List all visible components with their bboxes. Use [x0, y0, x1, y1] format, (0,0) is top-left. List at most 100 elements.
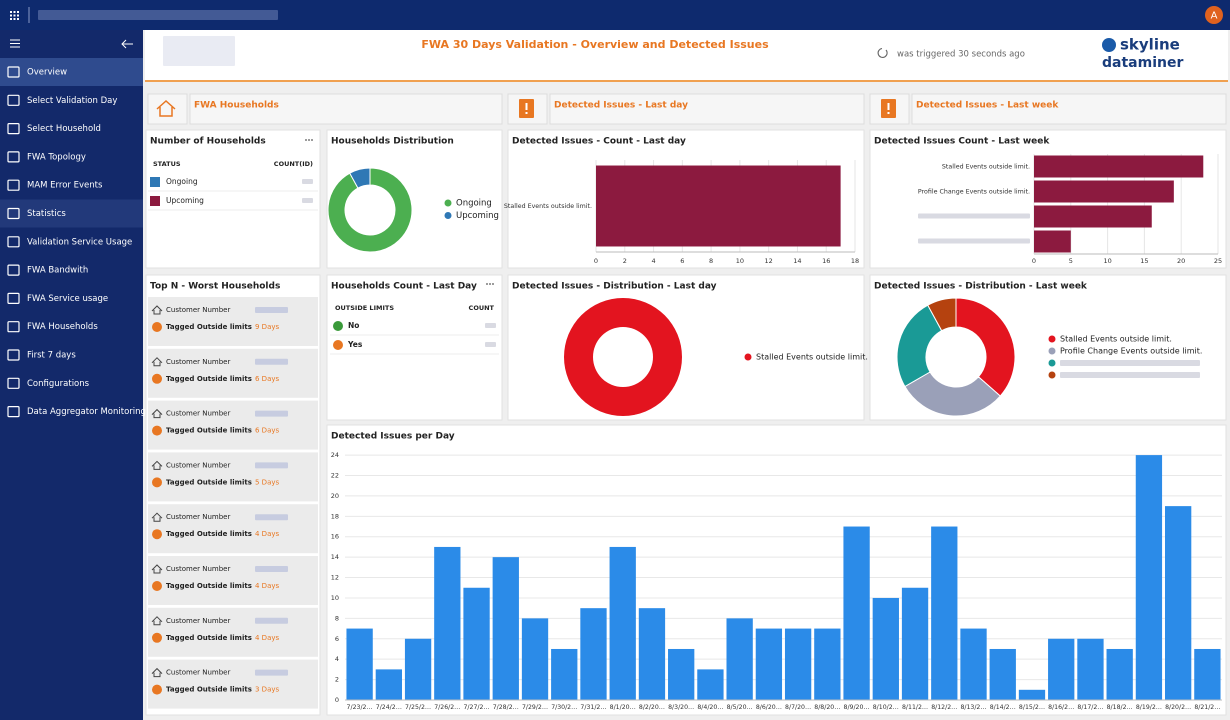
nav-item[interactable]: Configurations — [27, 379, 90, 389]
x-tick-label: 7/26/2… — [434, 704, 460, 711]
house-icon — [151, 460, 163, 470]
warning-face — [152, 425, 162, 436]
y-tick-label: 16 — [331, 533, 339, 541]
bar — [1106, 648, 1133, 700]
more-icon[interactable] — [305, 139, 307, 141]
legend-dot — [1048, 347, 1056, 355]
warning-face — [152, 477, 162, 488]
legend-dot — [444, 212, 452, 219]
redacted — [255, 462, 288, 469]
tab-label[interactable]: Detected Issues - Last week — [916, 101, 1059, 111]
nav-icon — [7, 151, 20, 163]
more-icon[interactable] — [311, 139, 313, 141]
nav-item[interactable]: Validation Service Usage — [27, 237, 132, 247]
x-tick-label: 25 — [1214, 257, 1222, 265]
tab-label[interactable]: FWA Households — [194, 101, 279, 111]
nav-item[interactable]: Data Aggregator Monitoring — [27, 407, 146, 417]
nav-item[interactable]: FWA Households — [27, 322, 98, 332]
more-icon[interactable] — [308, 139, 310, 141]
tab-label[interactable]: Detected Issues - Last day — [554, 101, 688, 111]
y-tick-label: 22 — [331, 472, 339, 480]
tab[interactable] — [189, 93, 503, 125]
nav-item[interactable]: FWA Service usage — [27, 294, 108, 304]
more-icon[interactable] — [486, 283, 488, 285]
redacted — [255, 566, 288, 572]
redacted — [255, 514, 288, 521]
pie-slice — [327, 167, 413, 253]
household-card — [148, 297, 318, 346]
redacted — [918, 213, 1030, 219]
pie-slice — [349, 167, 371, 189]
nav-item[interactable]: Select Validation Day — [27, 96, 117, 106]
status-icon — [150, 196, 160, 206]
apps-icon[interactable] — [10, 14, 12, 17]
more-icon[interactable] — [489, 283, 491, 285]
tab-icon-box[interactable] — [147, 93, 188, 125]
nav-icon — [7, 377, 20, 389]
house-icon — [151, 667, 163, 678]
redacted — [485, 342, 496, 347]
column-header: STATUS — [153, 160, 181, 168]
nav-item[interactable]: Select Household — [27, 124, 101, 134]
tab[interactable] — [549, 93, 865, 125]
tab[interactable] — [911, 93, 1227, 125]
household-card — [148, 659, 318, 709]
bar — [551, 648, 578, 700]
house-icon — [151, 616, 163, 626]
bar — [755, 628, 783, 700]
home-icon — [156, 99, 176, 117]
bar — [1048, 638, 1075, 700]
household-card — [148, 348, 318, 398]
field-label: Customer Number — [166, 513, 230, 521]
legend-dot — [444, 199, 452, 207]
bar — [901, 587, 929, 700]
collapse-icon[interactable] — [121, 39, 133, 49]
bar — [609, 546, 636, 700]
warning-face — [152, 684, 162, 695]
more-icon[interactable] — [492, 283, 494, 285]
logo-text: dataminer — [1102, 55, 1183, 71]
avatar[interactable] — [1205, 6, 1223, 24]
pie-slice — [927, 297, 957, 332]
nav-icon — [7, 264, 20, 276]
apps-icon[interactable] — [13, 18, 16, 20]
apps-icon[interactable] — [10, 11, 12, 13]
apps-icon[interactable] — [13, 14, 16, 17]
apps-icon[interactable] — [17, 18, 19, 20]
apps-icon[interactable] — [13, 11, 16, 13]
panel-title: Detected Issues - Count - Last day — [512, 137, 686, 147]
nav-item[interactable]: Statistics — [27, 209, 66, 219]
y-tick-label: Profile Change Events outside limit. — [918, 189, 1030, 196]
x-tick-label: 8/16/2… — [1048, 704, 1074, 711]
field-label: Customer Number — [166, 461, 230, 469]
nav-highlight — [0, 199, 143, 228]
legend-dot — [1048, 359, 1056, 367]
nav-icon — [7, 122, 20, 135]
nav-item[interactable]: First 7 days — [27, 351, 76, 361]
nav-item[interactable]: FWA Topology — [27, 152, 86, 162]
apps-icon[interactable] — [10, 18, 12, 20]
x-tick-label: 8/13/2… — [960, 704, 986, 711]
refresh-icon[interactable] — [877, 47, 888, 58]
nav-item[interactable]: Overview — [27, 68, 67, 78]
nav-item[interactable]: MAM Error Events — [27, 181, 103, 191]
apps-icon[interactable] — [17, 14, 19, 17]
bar — [1018, 689, 1046, 700]
redacted — [485, 323, 496, 328]
days-value: 6 Days — [255, 427, 280, 435]
bar — [872, 597, 899, 700]
field-label: Customer Number — [166, 565, 230, 573]
field-label: Tagged Outside limits — [166, 686, 252, 694]
x-tick-label: 2 — [623, 257, 627, 265]
x-tick-label: 8/7/20… — [785, 704, 811, 711]
field-label: Tagged Outside limits — [166, 530, 252, 538]
redacted — [255, 307, 288, 313]
panel-title: Detected Issues - Distribution - Last da… — [512, 282, 717, 292]
nav-item[interactable]: FWA Bandwith — [27, 266, 88, 276]
x-tick-label: 6 — [680, 257, 684, 265]
x-tick-label: 7/31/2… — [580, 704, 606, 711]
warning-face — [152, 373, 162, 384]
nav-icon — [7, 94, 20, 106]
apps-icon[interactable] — [17, 11, 19, 13]
nav-icon — [7, 66, 20, 78]
